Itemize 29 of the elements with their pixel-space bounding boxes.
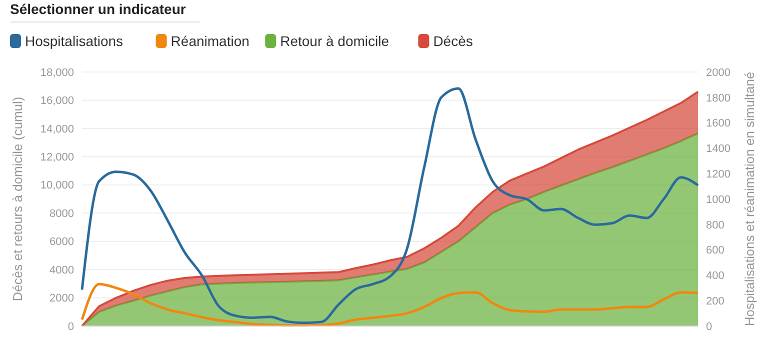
y2-tick-label: 400 bbox=[706, 270, 724, 282]
y-tick-label: 16,000 bbox=[40, 95, 74, 108]
y2-tick-label: 200 bbox=[706, 295, 724, 308]
legend-label: Retour à domicile bbox=[280, 33, 390, 49]
y-tick-label: 2000 bbox=[50, 292, 74, 305]
y-tick-label: 12,000 bbox=[40, 152, 74, 164]
y-tick-label: 6000 bbox=[50, 236, 74, 248]
legend-label: Hospitalisations bbox=[25, 33, 124, 49]
y-tick-label: 8000 bbox=[50, 208, 74, 220]
y2-tick-label: 1600 bbox=[706, 118, 730, 130]
chart-title: Sélectionner un indicateur bbox=[10, 1, 186, 17]
legend-label: Décès bbox=[433, 33, 473, 49]
y-tick-label: 0 bbox=[68, 320, 74, 333]
y2-tick-label: 1000 bbox=[706, 194, 730, 206]
y-tick-label: 10,000 bbox=[40, 180, 74, 192]
y-axis-title: Décès et retours à domicile (cumul) bbox=[10, 96, 25, 302]
y2-tick-label: 1400 bbox=[706, 143, 730, 156]
y2-tick-label: 0 bbox=[706, 320, 712, 333]
legend-label: Réanimation bbox=[170, 33, 250, 49]
y2-tick-label: 800 bbox=[706, 219, 724, 232]
y2-tick-label: 1800 bbox=[706, 92, 730, 104]
y2-tick-label: 600 bbox=[706, 244, 724, 257]
line-series bbox=[80, 282, 700, 327]
y-tick-label: 14,000 bbox=[40, 123, 74, 136]
y-tick-label: 4000 bbox=[50, 264, 74, 276]
y-tick-label: 18,000 bbox=[40, 66, 74, 79]
y2-axis-title: Hospitalisations et réanimation en simultané bbox=[742, 72, 757, 326]
y2-tick-label: 2000 bbox=[706, 66, 730, 79]
y2-tick-label: 1200 bbox=[706, 168, 730, 180]
